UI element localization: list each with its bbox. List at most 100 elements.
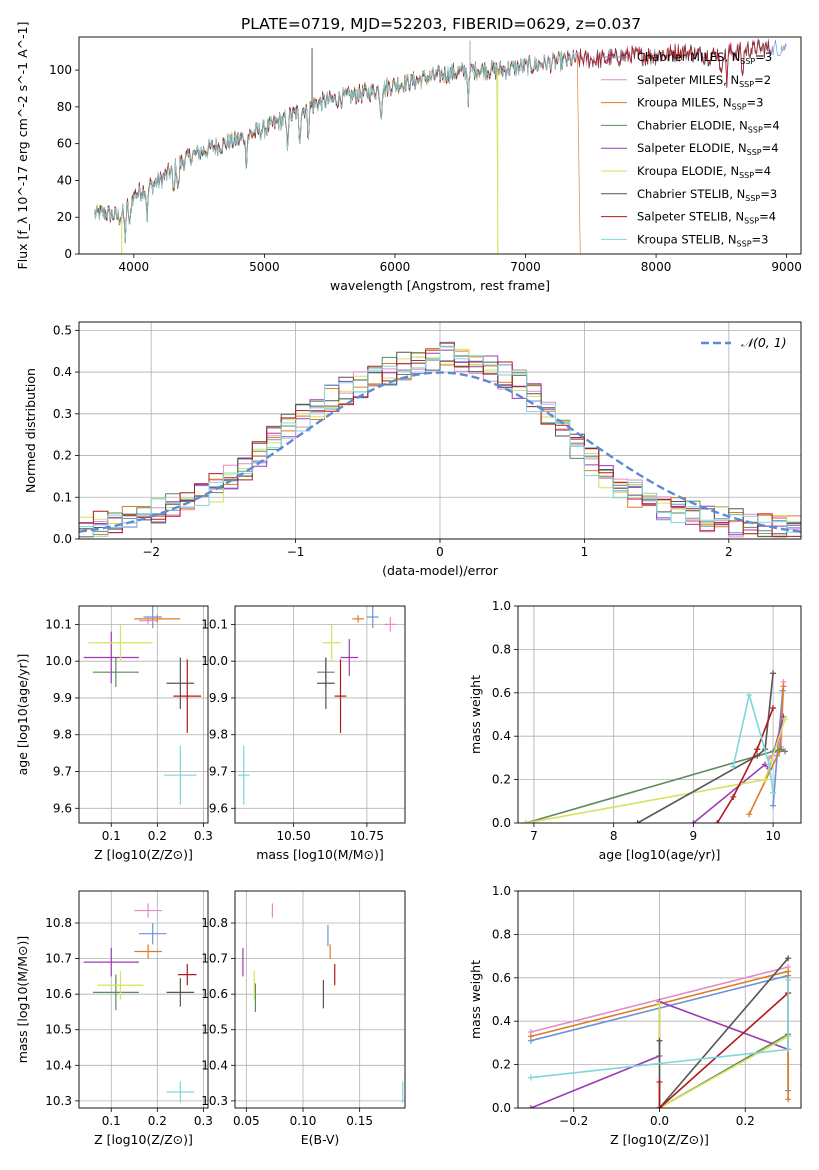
axes-frame [78, 321, 802, 540]
axes-frame [78, 890, 209, 1109]
weight-marker [522, 820, 529, 823]
y-tick-label: 10.0 [45, 654, 72, 668]
y-tick-label: 0.4 [492, 1014, 511, 1028]
legend-label: Chabrier ELODIE, NSSP=4 [637, 118, 780, 134]
y-tick-label: 0.4 [53, 365, 72, 379]
weight-marker [730, 763, 737, 770]
y-tick-label: 10.1 [45, 617, 72, 631]
x-tick-label: 0.05 [233, 1114, 260, 1128]
histogram-step [79, 351, 801, 537]
y-tick-label: 9.6 [53, 801, 72, 815]
x-tick-label: 6000 [380, 260, 411, 274]
weight-marker [527, 1033, 534, 1040]
x-tick-label: 5000 [249, 260, 280, 274]
x-tick-label: 9000 [771, 260, 802, 274]
x-tick-label: 0.1 [102, 1114, 121, 1128]
plot-area-residuals [79, 341, 801, 538]
x-tick-label: 2 [725, 545, 733, 559]
x-axis-label: Z [log10(Z/Z⊙)] [94, 847, 193, 862]
x-tick-label: −0.2 [559, 1114, 588, 1128]
y-tick-label: 10.5 [201, 1023, 228, 1037]
x-tick-label: 0.2 [148, 829, 167, 843]
histogram-step [79, 345, 801, 537]
legend-series-name: Salpeter MILES [637, 73, 723, 87]
x-tick-label: 0.2 [148, 1114, 167, 1128]
legend-n-prefix: , N [724, 50, 740, 64]
y-axis-label: mass [log10(M/M⊙)] [15, 936, 30, 1064]
y-axis-label: Flux [f_λ 10^-17 erg cm^-2 s^-1 A^-1] [15, 22, 30, 270]
legend-series-name: Kroupa STELIB [637, 232, 721, 246]
y-tick-label: 10.7 [45, 952, 72, 966]
y-axis-label: Normed distribution [23, 368, 38, 493]
weight-marker [770, 789, 777, 796]
weight-line [692, 716, 785, 823]
y-tick-label: 10.3 [201, 1094, 228, 1108]
axes-frame [78, 605, 209, 824]
weight-marker [782, 748, 789, 755]
legend-label: Chabrier STELIB, NSSP=3 [637, 187, 777, 203]
plot-area-age-vs-mass [237, 606, 397, 805]
y-tick-label: 10.6 [45, 987, 72, 1001]
y-tick-label: 0.2 [492, 1058, 511, 1072]
weight-line [658, 992, 789, 1108]
y-tick-label: 0.1 [53, 490, 72, 504]
legend-label: Kroupa MILES, NSSP=3 [637, 96, 764, 112]
y-tick-label: 1.0 [492, 599, 511, 613]
weight-marker [746, 811, 753, 818]
legend-nssp-value: =3 [760, 187, 777, 201]
y-tick-label: 0.4 [492, 729, 511, 743]
legend-label: Salpeter STELIB, NSSP=4 [637, 210, 776, 226]
legend-ssp-sub: SSP [739, 171, 754, 180]
x-axis-label: age [log10(age/yr)] [599, 847, 721, 862]
y-tick-label: 10.8 [201, 916, 228, 930]
legend-series-name: Chabrier MILES [637, 50, 724, 64]
axes-frame [234, 890, 406, 1109]
x-tick-label: 0.3 [194, 1114, 213, 1128]
weight-marker [762, 776, 769, 783]
x-tick-label: 0.10 [290, 1114, 317, 1128]
legend-n-prefix: , N [723, 164, 739, 178]
weight-marker [656, 1000, 663, 1007]
legend-ssp-sub: SSP [748, 125, 763, 134]
y-tick-label: 0.2 [53, 449, 72, 463]
y-axis-label: mass weight [468, 960, 483, 1039]
y-tick-label: 10.4 [201, 1058, 228, 1072]
axes-frame [234, 605, 406, 824]
weight-marker [770, 802, 777, 809]
y-tick-label: 9.8 [209, 728, 228, 742]
x-tick-label: 1 [581, 545, 589, 559]
y-tick-label: 0.6 [492, 686, 511, 700]
legend-ssp-sub: SSP [739, 80, 754, 89]
weight-marker [785, 955, 792, 962]
panel-weight-vs-Z: −0.2 0.0 0.2 0.0 0.2 0.4 0.6 0.8 1.0 Z [log10(Z/Z… [468, 884, 802, 1147]
plot-area-weight-vs-age [522, 670, 789, 823]
legend-label: Chabrier MILES, NSSP=3 [637, 50, 772, 66]
panel-age-vs-mass: 10.50 10.75 9.6 9.7 9.8 9.9 10.0 10.1 mass [log1… [201, 605, 406, 862]
y-tick-label: 0 [64, 247, 72, 261]
x-tick-label: 7000 [510, 260, 541, 274]
weight-line [732, 694, 774, 793]
weight-marker [766, 761, 773, 768]
weight-marker [754, 746, 761, 753]
legend-nssp-value: =3 [755, 50, 772, 64]
weight-marker [785, 976, 792, 983]
y-tick-label: 10.0 [201, 654, 228, 668]
plot-area-spectrum [94, 38, 787, 254]
x-tick-label: 0.1 [102, 829, 121, 843]
x-axis-label: Z [log10(Z/Z⊙)] [610, 1132, 709, 1147]
x-tick-label: −2 [142, 545, 160, 559]
weight-marker [656, 1078, 663, 1085]
legend-ssp-sub: SSP [732, 103, 747, 112]
plot-area-age-vs-Z [83, 606, 202, 805]
weight-marker [778, 746, 785, 753]
y-tick-label: 0.6 [492, 971, 511, 985]
x-tick-label: 4000 [119, 260, 150, 274]
weight-line [716, 707, 774, 823]
legend-n-prefix: , N [723, 73, 739, 87]
legend-n-prefix: , N [721, 232, 737, 246]
weight-marker [780, 683, 787, 690]
legend-n-prefix: , N [728, 210, 744, 224]
y-tick-label: 0.5 [53, 323, 72, 337]
